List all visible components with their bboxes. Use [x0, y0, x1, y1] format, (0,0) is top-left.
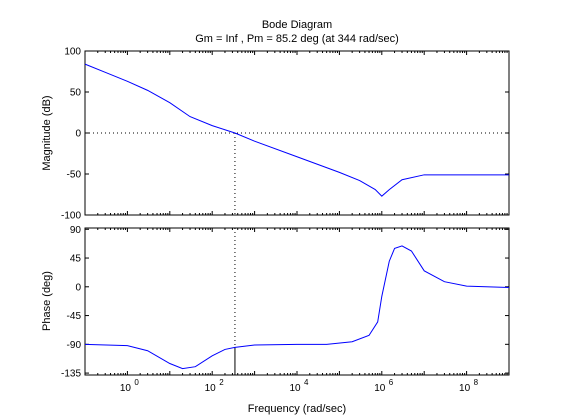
phase-xtick-label: 10: [289, 383, 301, 394]
phase-xtick-exponent: 8: [474, 378, 479, 387]
chart-subtitle: Gm = Inf , Pm = 85.2 deg (at 344 rad/sec…: [195, 33, 399, 45]
magnitude-series-line: [84, 63, 509, 197]
phase-xtick-exponent: 4: [304, 378, 309, 387]
phase-y-ticks: -135 -90 -45 0 45 90: [61, 225, 509, 380]
phase-xtick-exponent: 6: [389, 378, 394, 387]
x-axis-label: Frequency (rad/sec): [248, 403, 346, 415]
phase-series-line: [84, 245, 510, 370]
phase-xtick-exponent: 2: [219, 378, 224, 387]
magnitude-ytick-label: 0: [75, 129, 81, 140]
phase-xtick-exponent: 0: [134, 378, 139, 387]
magnitude-ytick-label: 100: [64, 47, 81, 58]
phase-xtick-label: 10: [205, 383, 217, 394]
phase-ytick-label: 90: [70, 225, 82, 236]
magnitude-ylabel: Magnitude (dB): [41, 95, 53, 170]
magnitude-plot: -100 -50 0 50 100 Magnitude (dB): [41, 47, 510, 222]
magnitude-x-ticks: [84, 51, 510, 215]
phase-xtick-label: 10: [120, 383, 132, 394]
magnitude-ytick-label: -100: [61, 211, 81, 222]
phase-ytick-label: 45: [70, 254, 82, 265]
magnitude-y-ticks: -100 -50 0 50 100: [61, 47, 509, 222]
phase-xtick-label: 10: [459, 383, 471, 394]
phase-ytick-label: -90: [67, 340, 82, 351]
phase-ytick-label: 0: [75, 282, 81, 293]
phase-xtick-label: 10: [374, 383, 386, 394]
phase-axes-box: [84, 227, 510, 376]
chart-title: Bode Diagram: [262, 19, 332, 31]
phase-ytick-label: -135: [61, 369, 81, 380]
magnitude-ytick-label: -50: [67, 170, 82, 181]
magnitude-ytick-label: 50: [70, 88, 82, 99]
phase-ylabel: Phase (deg): [41, 271, 53, 331]
phase-ytick-label: -45: [67, 311, 82, 322]
